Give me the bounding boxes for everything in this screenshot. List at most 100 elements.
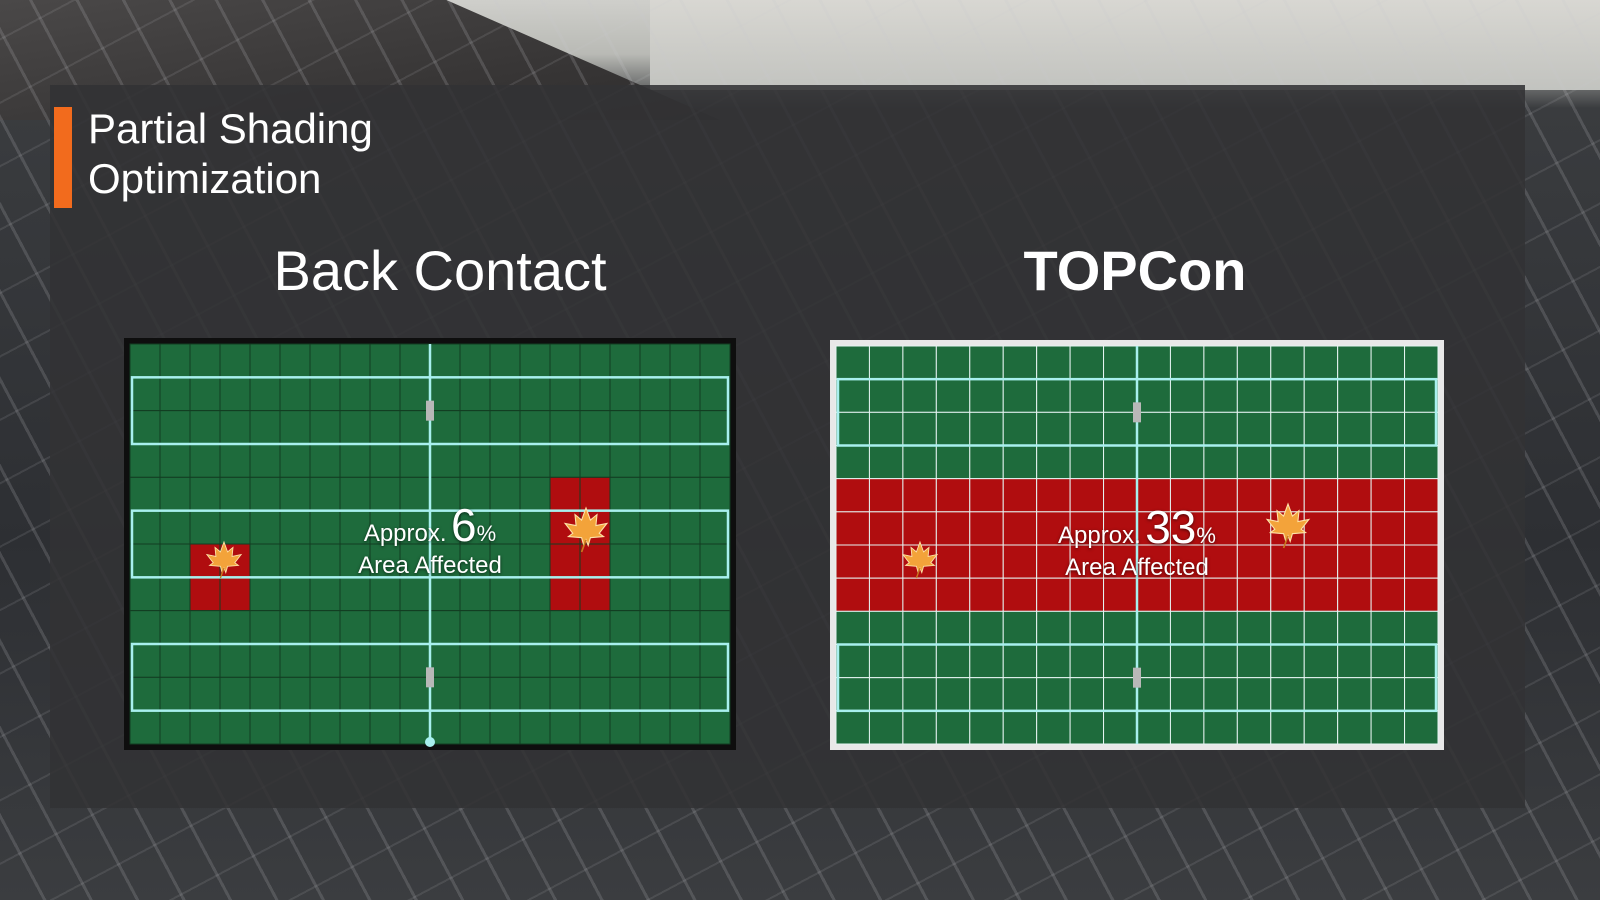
solar-cell xyxy=(1337,610,1372,646)
title-line-1: Partial Shading xyxy=(88,105,373,152)
shaded-cell xyxy=(868,544,904,579)
shaded-cell xyxy=(835,478,870,513)
solar-cell xyxy=(189,610,221,645)
solar-cell xyxy=(1136,644,1171,679)
solar-cell xyxy=(699,543,731,578)
solar-cell xyxy=(1136,411,1171,447)
solar-cell xyxy=(1203,610,1238,646)
shaded-cell xyxy=(1169,577,1205,612)
solar-cell xyxy=(279,410,311,445)
solar-cell xyxy=(1203,710,1238,745)
solar-cell xyxy=(129,643,161,678)
solar-cell xyxy=(1103,445,1138,480)
solar-cell xyxy=(609,410,641,445)
shaded-cell xyxy=(1404,478,1439,513)
shaded-cell xyxy=(1069,478,1105,513)
solar-cell xyxy=(339,676,371,712)
solar-cell xyxy=(1103,345,1138,380)
affected-percent-value: 33 xyxy=(1145,501,1197,553)
solar-cell xyxy=(1303,345,1339,380)
solar-cell xyxy=(459,376,491,412)
sky-background xyxy=(650,0,1600,90)
shaded-cell xyxy=(1303,478,1339,513)
solar-cell xyxy=(459,676,491,712)
solar-cell xyxy=(1036,610,1071,646)
solar-cell xyxy=(835,345,870,380)
solar-cell xyxy=(868,644,904,679)
shaded-cell xyxy=(1404,511,1439,546)
solar-cell xyxy=(159,610,191,645)
solar-cell xyxy=(189,710,221,745)
shaded-cell xyxy=(902,577,937,612)
solar-cell xyxy=(902,710,937,745)
solar-cell xyxy=(159,710,191,745)
junction-box-diode xyxy=(426,667,434,688)
solar-cell xyxy=(1069,710,1105,745)
solar-cell xyxy=(1270,644,1305,679)
shaded-cell xyxy=(1370,511,1406,546)
solar-cell xyxy=(1236,445,1272,480)
solar-cell xyxy=(579,410,611,445)
solar-cell xyxy=(129,376,161,412)
solar-cell xyxy=(1069,378,1105,413)
solar-cell xyxy=(489,410,521,445)
solar-cell xyxy=(279,710,311,745)
shaded-cell xyxy=(1203,478,1238,513)
solar-cell xyxy=(1236,710,1272,745)
solar-cell xyxy=(639,376,671,412)
solar-cell xyxy=(369,376,401,412)
solar-cell xyxy=(489,443,521,478)
solar-cell xyxy=(1036,411,1071,447)
solar-cell xyxy=(609,676,641,712)
solar-cell xyxy=(1404,710,1439,745)
solar-cell xyxy=(1370,644,1406,679)
solar-cell xyxy=(1036,677,1071,712)
solar-cell xyxy=(1002,411,1038,447)
solar-cell xyxy=(429,710,461,745)
solar-cell xyxy=(699,576,731,612)
solar-cell xyxy=(1303,378,1339,413)
shaded-cell xyxy=(1103,478,1138,513)
shaded-cell xyxy=(1203,511,1238,546)
solar-cell xyxy=(159,376,191,412)
solar-cell xyxy=(459,343,491,378)
solar-cell xyxy=(429,376,461,412)
topcon-panel-diagram: Approx. 33% Area Affected xyxy=(830,340,1444,750)
solar-cell xyxy=(935,610,971,646)
affected-caption: Area Affected xyxy=(1065,554,1209,581)
shaded-cell xyxy=(1370,478,1406,513)
solar-cell xyxy=(219,443,251,478)
solar-cell xyxy=(339,410,371,445)
topcon-heading: TOPCon xyxy=(1023,239,1247,302)
solar-cell xyxy=(519,410,551,445)
solar-cell xyxy=(1203,411,1238,447)
solar-cell xyxy=(369,476,401,512)
solar-cell xyxy=(219,610,251,645)
solar-cell xyxy=(369,676,401,712)
solar-cell xyxy=(189,476,221,512)
solar-cell xyxy=(549,410,581,445)
solar-cell xyxy=(1236,644,1272,679)
solar-cell xyxy=(1103,644,1138,679)
solar-cell xyxy=(1404,610,1439,646)
solar-cell xyxy=(669,710,701,745)
solar-cell xyxy=(868,345,904,380)
solar-cell xyxy=(459,476,491,512)
solar-cell xyxy=(1337,378,1372,413)
solar-cell xyxy=(609,443,641,478)
solar-cell xyxy=(1404,378,1439,413)
solar-cell xyxy=(609,343,641,378)
solar-cell xyxy=(969,345,1004,380)
solar-cell xyxy=(189,410,221,445)
solar-cell xyxy=(159,410,191,445)
solar-cell xyxy=(935,345,971,380)
solar-cell xyxy=(1036,644,1071,679)
solar-cell xyxy=(489,376,521,412)
shaded-cell xyxy=(1169,511,1205,546)
solar-cell xyxy=(219,410,251,445)
solar-cell xyxy=(868,677,904,712)
solar-cell xyxy=(1370,411,1406,447)
solar-cell xyxy=(1036,378,1071,413)
solar-cell xyxy=(699,443,731,478)
solar-cell xyxy=(969,411,1004,447)
